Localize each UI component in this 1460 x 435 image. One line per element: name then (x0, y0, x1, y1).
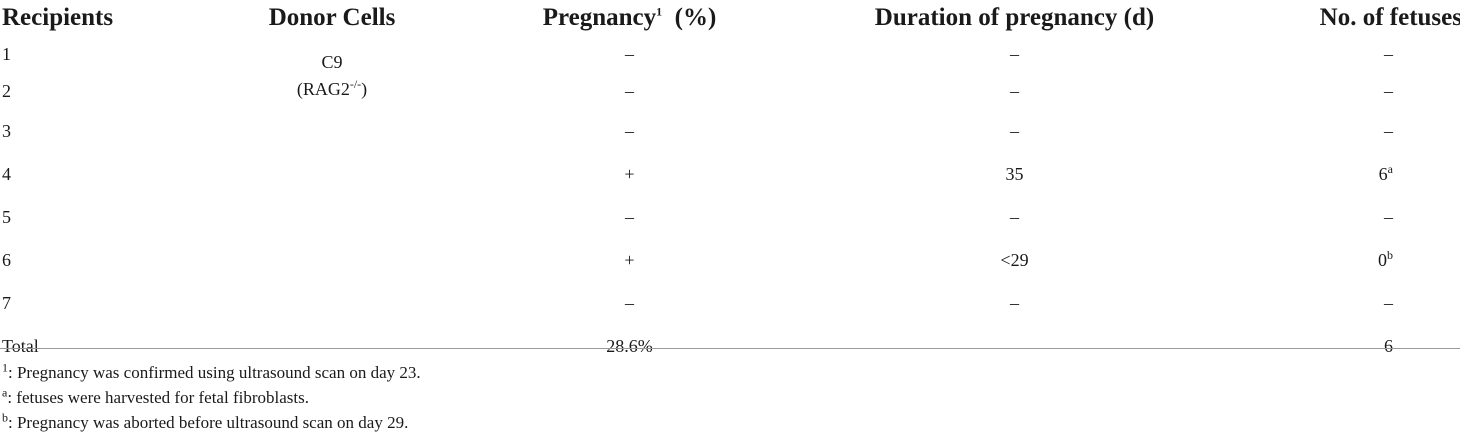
footnotes: 1: Pregnancy was confirmed using ultraso… (2, 360, 421, 435)
fetuses-value: 0 (1378, 250, 1387, 270)
recipient-cell: 6 (2, 250, 11, 270)
footnote-text: : fetuses were harvested for fetal fibro… (7, 388, 309, 407)
donor-cells-empty (202, 110, 462, 153)
header-donor-cells: Donor Cells (268, 4, 396, 31)
results-table: Recipients Donor Cells Pregnancy1 (%) Du… (0, 0, 1460, 368)
footnote-1: 1: Pregnancy was confirmed using ultraso… (2, 360, 421, 385)
recipient-cell: 1 (2, 44, 11, 64)
fetuses-sup: b (1387, 248, 1393, 262)
fetuses-sup: a (1387, 162, 1393, 176)
table-row: 6 + <29 0b (0, 239, 1460, 282)
fetuses-value: 6 (1378, 164, 1388, 184)
donor-cells-empty (202, 282, 462, 325)
duration-cell: – (1010, 121, 1019, 141)
fetuses-cell: – (1232, 282, 1460, 325)
pregnancy-cell: – (625, 293, 634, 313)
duration-cell: <29 (1000, 250, 1029, 270)
table-row: 3 – – – (0, 110, 1460, 153)
header-recipients: Recipients (2, 4, 114, 31)
fetuses-cell: – (1232, 73, 1460, 110)
recipient-cell: 2 (2, 81, 11, 101)
fetuses-value: – (1384, 44, 1393, 64)
pregnancy-cell: – (625, 207, 634, 227)
donor-line1: C9 (321, 52, 343, 72)
donor-cells-empty (202, 153, 462, 196)
header-pregnancy: Pregnancy1 (%) (462, 0, 797, 36)
header-row: Recipients Donor Cells Pregnancy1 (%) Du… (0, 0, 1460, 36)
recipient-cell: 7 (2, 293, 11, 313)
footnote-text: : Pregnancy was confirmed using ultrasou… (8, 363, 421, 382)
footnote-text: : Pregnancy was aborted before ultrasoun… (8, 413, 409, 432)
table-bottom-rule (0, 348, 1460, 349)
pregnancy-cell: + (624, 250, 635, 270)
duration-cell: – (1010, 207, 1019, 227)
table-row: 4 + 35 6a (0, 153, 1460, 196)
total-pregnancy: 28.6% (606, 336, 653, 356)
duration-cell: – (1010, 293, 1019, 313)
header-duration: Duration of pregnancy (d) (874, 4, 1155, 31)
header-pregnancy-label: Pregnancy (542, 4, 657, 31)
recipient-cell: 5 (2, 207, 11, 227)
pregnancy-cell: – (625, 81, 634, 101)
duration-cell: – (1010, 44, 1019, 64)
footnote-marker: b (2, 410, 8, 425)
footnote-a: a: fetuses were harvested for fetal fibr… (2, 385, 421, 410)
table-row: 2 – – – (0, 73, 1460, 110)
table-row: 5 – – – (0, 196, 1460, 239)
donor-line2: (RAG2-/-) (202, 76, 462, 103)
total-fetuses: 6 (1384, 336, 1393, 356)
donor-line2-sup: -/- (349, 77, 362, 91)
header-pregnancy-unit: (%) (674, 4, 717, 31)
fetuses-cell: – (1232, 196, 1460, 239)
footnote-b: b: Pregnancy was aborted before ultrasou… (2, 410, 421, 435)
fetuses-cell: – (1232, 110, 1460, 153)
header-pregnancy-footnote-marker: 1 (656, 4, 663, 19)
pregnancy-cell: – (625, 44, 634, 64)
fetuses-cell: 6a (1232, 153, 1460, 196)
header-fetuses: No. of fetuses (1319, 4, 1460, 31)
fetuses-value: – (1384, 121, 1393, 141)
recipient-cell: 4 (2, 164, 11, 184)
donor-line2-base: (RAG2 (296, 79, 350, 99)
footnote-marker: a (2, 385, 8, 400)
pregnancy-cell: – (625, 121, 634, 141)
duration-cell: – (1010, 81, 1019, 101)
fetuses-value: – (1384, 207, 1393, 227)
duration-cell: 35 (1005, 164, 1024, 184)
total-label: Total (2, 336, 39, 356)
table-row: 7 – – – (0, 282, 1460, 325)
fetuses-value: – (1384, 81, 1393, 101)
pregnancy-cell: + (624, 164, 635, 184)
total-row: Total 28.6% 6 (0, 325, 1460, 368)
total-duration (797, 325, 1232, 368)
donor-line2-end: ) (361, 79, 368, 99)
recipient-cell: 3 (2, 121, 11, 141)
fetuses-value: – (1384, 293, 1393, 313)
footnote-marker: 1 (2, 360, 8, 375)
donor-cells-cell: C9 (RAG2-/-) (202, 36, 462, 110)
donor-cells-empty (202, 196, 462, 239)
fetuses-cell: – (1232, 36, 1460, 73)
fetuses-cell: 0b (1232, 239, 1460, 282)
table-row: 1 C9 (RAG2-/-) – – – (0, 36, 1460, 99)
donor-cells-empty (202, 239, 462, 282)
